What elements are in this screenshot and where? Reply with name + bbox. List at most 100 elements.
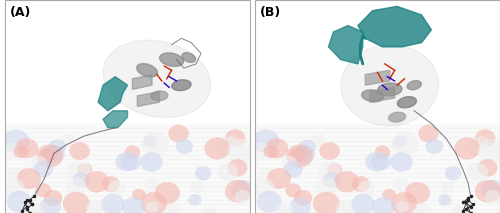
Circle shape <box>141 192 167 213</box>
Bar <box>5 155 250 159</box>
Bar <box>255 150 500 155</box>
Circle shape <box>257 191 281 212</box>
Bar <box>255 195 500 200</box>
Circle shape <box>358 181 375 195</box>
Circle shape <box>313 192 340 213</box>
Circle shape <box>39 149 54 163</box>
Circle shape <box>441 181 454 192</box>
Circle shape <box>394 178 408 190</box>
Bar <box>5 128 250 132</box>
Circle shape <box>320 142 340 160</box>
Bar <box>255 155 500 159</box>
Circle shape <box>16 138 38 158</box>
Circle shape <box>334 171 359 192</box>
Circle shape <box>394 136 406 147</box>
Circle shape <box>286 184 301 197</box>
Ellipse shape <box>182 53 196 62</box>
Circle shape <box>34 161 52 177</box>
Circle shape <box>266 138 288 158</box>
Circle shape <box>26 203 44 213</box>
Circle shape <box>475 180 500 202</box>
Circle shape <box>144 178 158 190</box>
Polygon shape <box>103 111 128 128</box>
Circle shape <box>146 202 158 212</box>
Circle shape <box>42 147 58 162</box>
Bar <box>5 150 250 155</box>
Polygon shape <box>132 75 152 89</box>
Circle shape <box>292 147 308 162</box>
Circle shape <box>7 191 32 212</box>
Bar <box>5 159 250 164</box>
Circle shape <box>478 159 497 176</box>
Circle shape <box>142 132 168 155</box>
Bar <box>5 164 250 168</box>
Circle shape <box>323 173 340 187</box>
Circle shape <box>8 168 24 182</box>
Circle shape <box>225 180 250 202</box>
Circle shape <box>235 190 250 204</box>
Circle shape <box>17 168 40 189</box>
Circle shape <box>318 161 340 181</box>
Circle shape <box>445 166 461 180</box>
Circle shape <box>382 189 396 200</box>
Bar <box>5 173 250 177</box>
Circle shape <box>14 145 28 158</box>
Circle shape <box>228 139 255 163</box>
Circle shape <box>232 180 254 199</box>
Circle shape <box>294 190 312 206</box>
Circle shape <box>226 130 245 147</box>
Polygon shape <box>370 87 394 102</box>
Circle shape <box>122 197 145 213</box>
Circle shape <box>390 153 412 171</box>
Circle shape <box>405 182 429 204</box>
Circle shape <box>352 194 374 213</box>
Circle shape <box>63 192 90 213</box>
Ellipse shape <box>378 83 402 96</box>
Circle shape <box>44 145 64 163</box>
Circle shape <box>224 136 238 149</box>
Circle shape <box>290 198 311 213</box>
Circle shape <box>286 145 312 167</box>
Bar <box>5 177 250 182</box>
Circle shape <box>455 138 479 159</box>
Circle shape <box>195 166 211 180</box>
Circle shape <box>125 146 140 159</box>
Text: (B): (B) <box>260 6 281 19</box>
Circle shape <box>468 163 488 181</box>
Bar <box>255 168 500 173</box>
Circle shape <box>67 178 86 195</box>
Bar <box>255 177 500 182</box>
Bar <box>5 186 250 191</box>
Circle shape <box>392 132 418 155</box>
Circle shape <box>48 140 66 155</box>
Polygon shape <box>358 6 432 47</box>
Circle shape <box>252 178 274 197</box>
Circle shape <box>218 163 238 181</box>
Circle shape <box>36 145 62 167</box>
Circle shape <box>371 153 391 170</box>
Bar <box>255 200 500 204</box>
Circle shape <box>328 163 342 176</box>
Ellipse shape <box>388 112 406 122</box>
Bar <box>255 141 500 146</box>
Ellipse shape <box>407 81 422 90</box>
Circle shape <box>70 142 89 160</box>
Circle shape <box>191 181 204 192</box>
Circle shape <box>452 206 466 213</box>
Circle shape <box>176 139 193 154</box>
Bar <box>5 137 250 141</box>
Ellipse shape <box>160 53 184 66</box>
Circle shape <box>2 178 24 197</box>
Circle shape <box>352 177 370 192</box>
Circle shape <box>253 130 279 153</box>
Bar <box>5 132 250 137</box>
Bar <box>5 204 250 209</box>
Ellipse shape <box>362 90 384 102</box>
Bar <box>255 164 500 168</box>
Circle shape <box>438 195 451 206</box>
Ellipse shape <box>172 80 191 91</box>
Circle shape <box>102 177 120 192</box>
Circle shape <box>188 195 201 206</box>
Circle shape <box>312 134 325 146</box>
Circle shape <box>78 163 92 176</box>
